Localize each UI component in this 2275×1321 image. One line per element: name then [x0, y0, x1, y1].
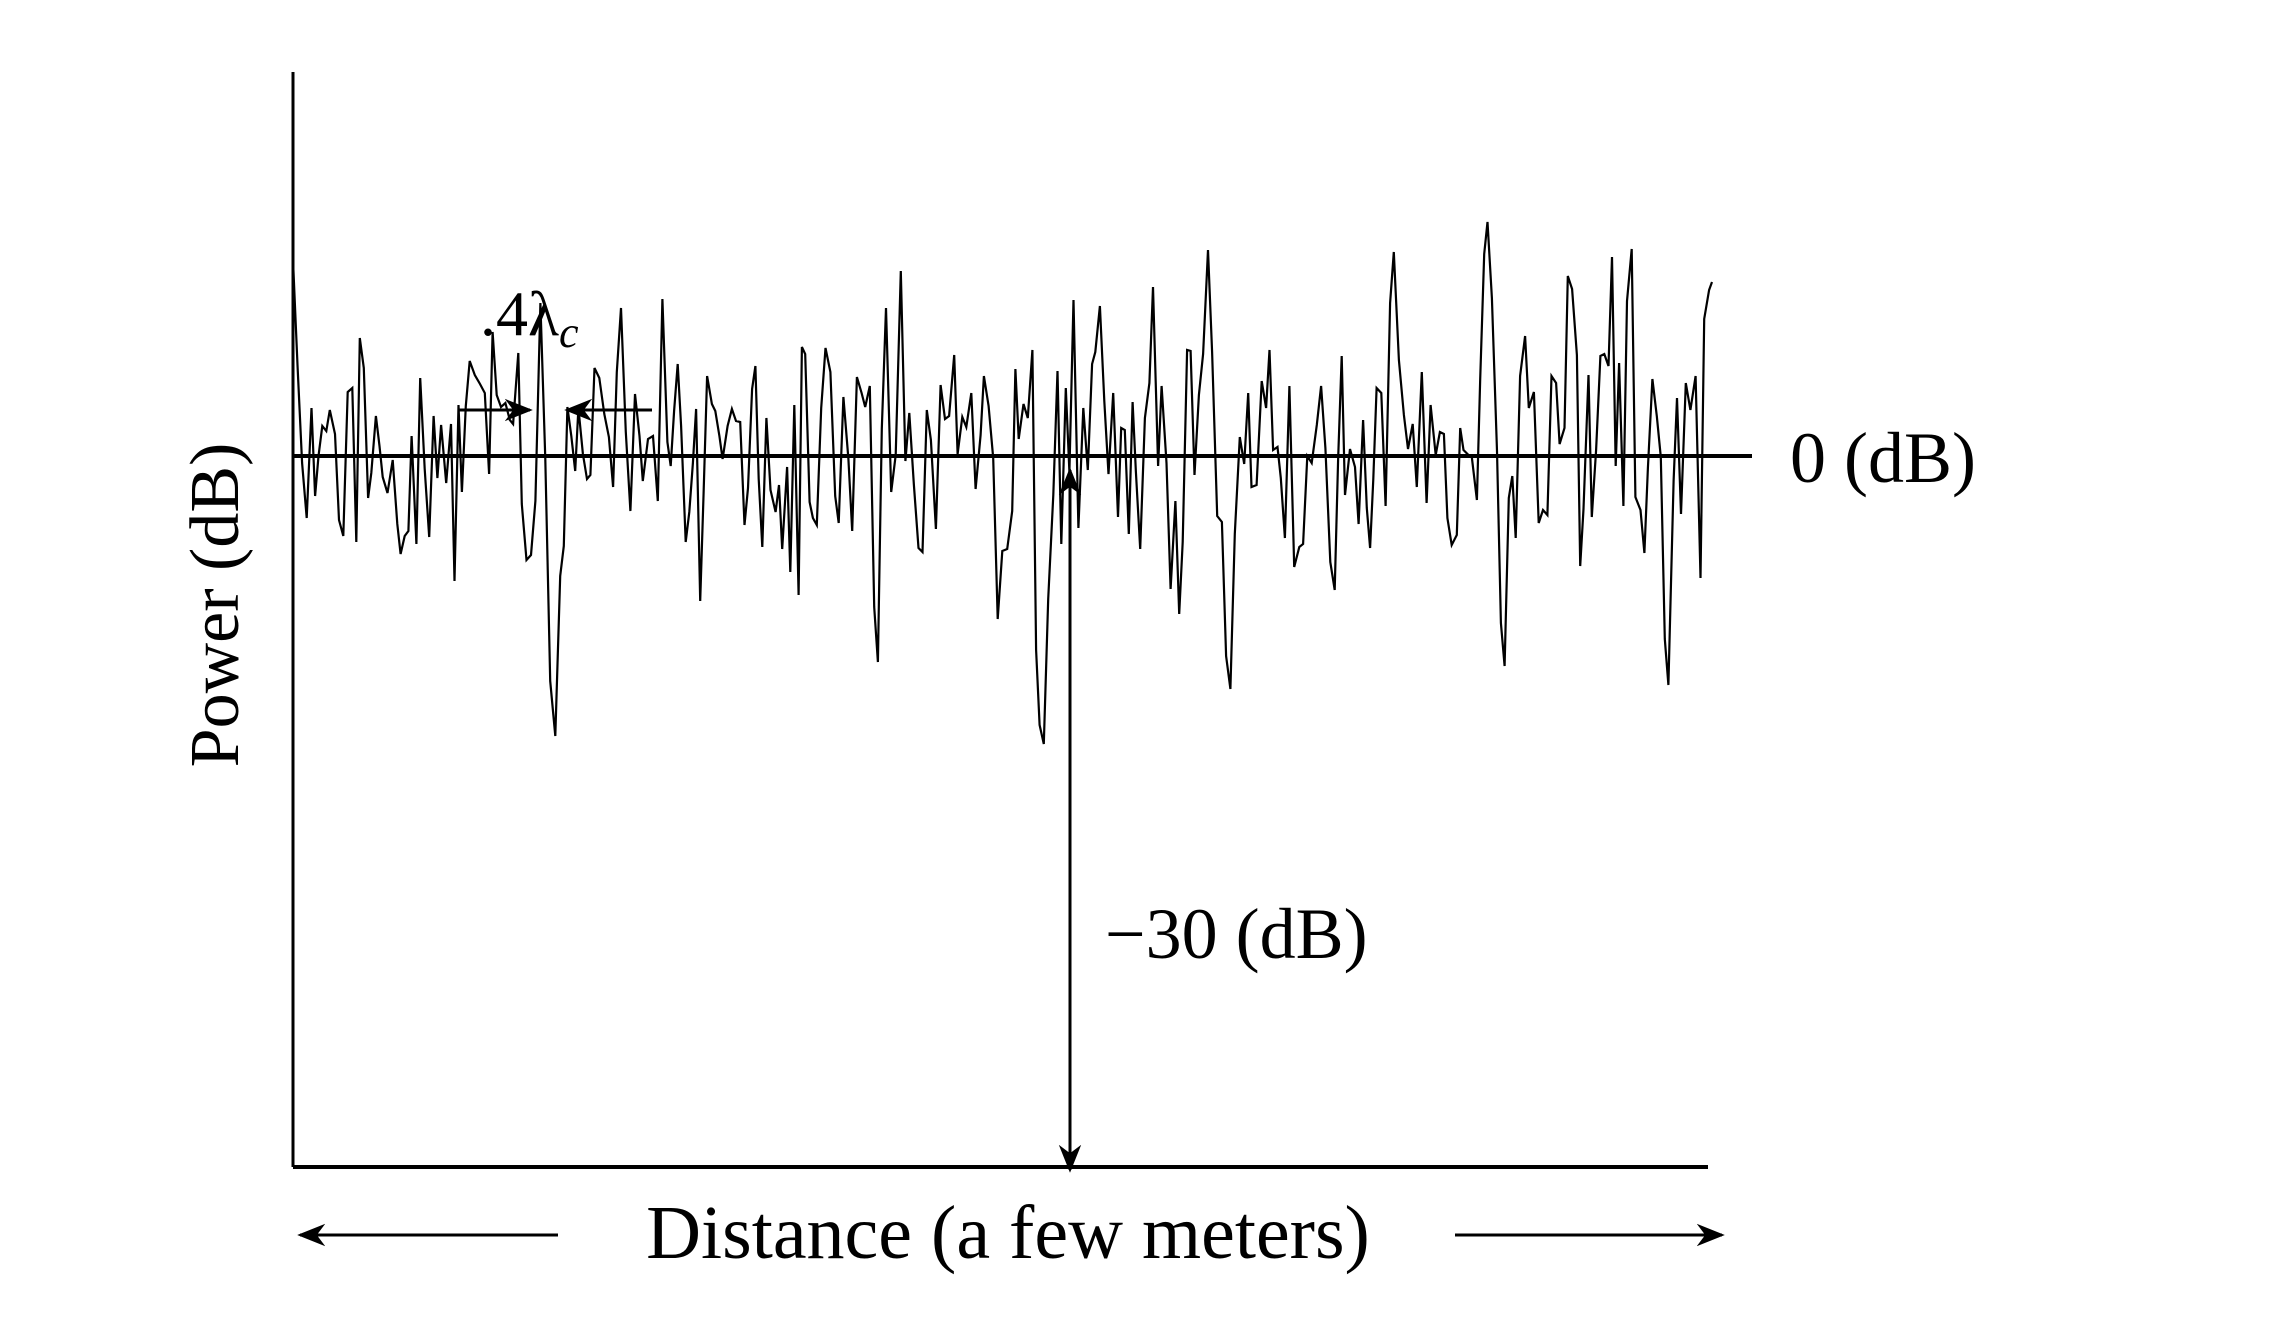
fading-signal-trace — [291, 221, 1714, 745]
spacing-label: .4λc — [480, 278, 579, 357]
fade-depth-label: −30 (dB) — [1105, 894, 1368, 974]
x-axis-label: Distance (a few meters) — [646, 1191, 1370, 1275]
spacing-label-main: .4λ — [480, 278, 559, 349]
spacing-label-subscript: c — [559, 308, 579, 357]
reference-level-label: 0 (dB) — [1790, 418, 1976, 498]
y-axis-label: Power (dB) — [177, 443, 254, 768]
